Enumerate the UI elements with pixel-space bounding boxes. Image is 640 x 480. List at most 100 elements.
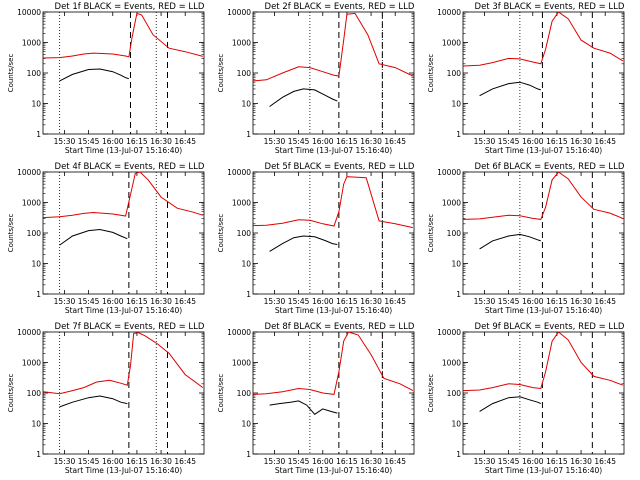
- y-tick-label: 10: [31, 100, 41, 109]
- y-tick-label: 100: [237, 229, 252, 238]
- plot-frame: [462, 11, 625, 135]
- x-tick-label: 15:45: [288, 137, 310, 146]
- y-tick-label: 10: [451, 100, 461, 109]
- x-tick-label: 15:45: [288, 297, 310, 306]
- events-series-line: [269, 400, 338, 415]
- detector-panel: Det 7f BLACK = Events, RED = LLD 1 10 100 10…: [7, 322, 205, 475]
- plot-frame: [252, 331, 415, 455]
- plot-frame: [462, 331, 625, 455]
- y-tick-label: 1000: [442, 359, 461, 368]
- panel-title: Det 5f BLACK = Events, RED = LLD: [265, 162, 415, 172]
- x-tick-label: 15:45: [78, 457, 100, 466]
- x-tick-label: 16:15: [546, 457, 568, 466]
- y-tick-label: 1000: [232, 199, 251, 208]
- x-axis-label: Start Time (13-Jul-07 15:16:40): [65, 306, 182, 315]
- detector-panel: Det 6f BLACK = Events, RED = LLD 1 10 100 10…: [427, 162, 625, 315]
- detector-panel: Det 2f BLACK = Events, RED = LLD 1 10 100 10…: [217, 2, 415, 155]
- plot-frame: [462, 171, 625, 295]
- y-axis-label: Counts/sec: [217, 54, 225, 93]
- panel-title: Det 4f BLACK = Events, RED = LLD: [55, 162, 205, 172]
- x-axis-label: Start Time (13-Jul-07 15:16:40): [275, 306, 392, 315]
- y-tick-label: 1: [246, 290, 251, 299]
- x-tick-label: 16:45: [174, 137, 196, 146]
- y-tick-label: 100: [447, 69, 462, 78]
- x-tick-label: 15:30: [54, 297, 76, 306]
- x-tick-label: 16:30: [150, 457, 172, 466]
- lld-series-line: [43, 171, 204, 219]
- y-tick-label: 10: [31, 420, 41, 429]
- y-tick-label: 1000: [22, 359, 41, 368]
- x-tick-label: 15:30: [264, 457, 286, 466]
- x-tick-label: 15:30: [474, 137, 496, 146]
- x-tick-label: 15:30: [474, 457, 496, 466]
- x-tick-label: 16:45: [594, 457, 616, 466]
- x-axis-label: Start Time (13-Jul-07 15:16:40): [275, 466, 392, 475]
- x-tick-label: 16:30: [360, 137, 382, 146]
- y-axis-label: Counts/sec: [427, 214, 435, 253]
- x-tick-label: 15:30: [474, 297, 496, 306]
- x-tick-label: 16:00: [312, 457, 334, 466]
- plot-frame: [42, 331, 205, 455]
- x-tick-label: 16:45: [594, 137, 616, 146]
- y-axis-label: Counts/sec: [7, 374, 15, 413]
- panel-title: Det 3f BLACK = Events, RED = LLD: [475, 2, 625, 12]
- y-axis-label: Counts/sec: [427, 54, 435, 93]
- x-axis-label: Start Time (13-Jul-07 15:16:40): [485, 466, 602, 475]
- y-tick-label: 10000: [437, 8, 461, 17]
- y-axis-label: Counts/sec: [427, 374, 435, 413]
- x-tick-label: 16:15: [336, 297, 358, 306]
- plot-frame: [42, 171, 205, 295]
- y-axis-label: Counts/sec: [7, 214, 15, 253]
- y-tick-label: 100: [27, 229, 42, 238]
- detector-panel: Det 5f BLACK = Events, RED = LLD 1 10 100 10…: [217, 162, 415, 315]
- y-tick-label: 10: [241, 420, 251, 429]
- y-tick-label: 1000: [232, 359, 251, 368]
- y-tick-label: 1: [456, 450, 461, 459]
- x-tick-label: 16:15: [126, 297, 148, 306]
- x-tick-label: 16:00: [312, 137, 334, 146]
- lld-series-line: [43, 12, 204, 59]
- x-tick-label: 16:15: [336, 457, 358, 466]
- x-axis-label: Start Time (13-Jul-07 15:16:40): [485, 146, 602, 155]
- y-tick-label: 1000: [442, 199, 461, 208]
- events-series-line: [479, 81, 541, 97]
- x-tick-label: 16:15: [126, 457, 148, 466]
- y-tick-label: 100: [447, 389, 462, 398]
- x-axis-label: Start Time (13-Jul-07 15:16:40): [65, 466, 182, 475]
- y-tick-label: 1: [246, 130, 251, 139]
- plot-frame: [252, 171, 415, 295]
- x-tick-label: 16:45: [174, 457, 196, 466]
- y-tick-label: 10000: [17, 168, 41, 177]
- y-tick-label: 1: [36, 450, 41, 459]
- x-tick-label: 16:30: [360, 297, 382, 306]
- x-tick-label: 16:30: [570, 137, 592, 146]
- x-axis-label: Start Time (13-Jul-07 15:16:40): [485, 306, 602, 315]
- x-tick-label: 16:45: [174, 297, 196, 306]
- panel-title: Det 2f BLACK = Events, RED = LLD: [265, 2, 415, 12]
- panel-title: Det 6f BLACK = Events, RED = LLD: [475, 162, 625, 172]
- x-tick-label: 16:45: [384, 137, 406, 146]
- x-tick-label: 16:45: [384, 457, 406, 466]
- y-tick-label: 10: [241, 100, 251, 109]
- panel-title: Det 8f BLACK = Events, RED = LLD: [265, 322, 415, 332]
- plot-frame: [42, 11, 205, 135]
- y-tick-label: 10000: [17, 8, 41, 17]
- lld-series-line: [463, 11, 624, 67]
- x-tick-label: 15:30: [264, 297, 286, 306]
- x-tick-label: 15:45: [78, 297, 100, 306]
- y-axis-label: Counts/sec: [217, 374, 225, 413]
- y-tick-label: 10000: [227, 168, 251, 177]
- x-tick-label: 16:00: [522, 137, 544, 146]
- lld-series-line: [463, 331, 624, 392]
- y-tick-label: 100: [237, 69, 252, 78]
- x-axis-label: Start Time (13-Jul-07 15:16:40): [65, 146, 182, 155]
- y-axis-label: Counts/sec: [217, 214, 225, 253]
- panel-title: Det 9f BLACK = Events, RED = LLD: [475, 322, 625, 332]
- x-tick-label: 16:30: [570, 457, 592, 466]
- y-tick-label: 1000: [232, 39, 251, 48]
- y-tick-label: 10000: [227, 8, 251, 17]
- events-series-line: [479, 233, 541, 250]
- y-tick-label: 100: [447, 229, 462, 238]
- y-tick-label: 10: [241, 260, 251, 269]
